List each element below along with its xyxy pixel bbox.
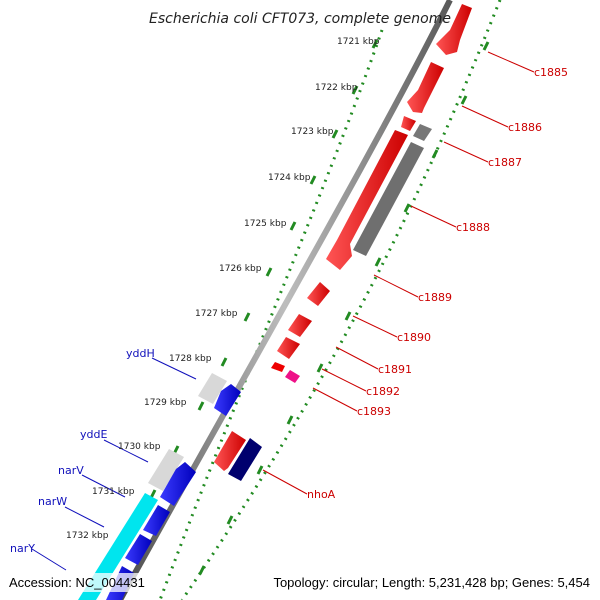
feature-yddH-light[interactable] — [198, 373, 227, 404]
gene-label[interactable]: c1885 — [534, 66, 568, 79]
feature-yddE-light[interactable] — [148, 449, 184, 491]
tick-label: 1727 kbp — [195, 309, 238, 319]
gene-c1888[interactable] — [326, 130, 408, 270]
gene-c1892[interactable] — [271, 362, 285, 372]
accession-text: Accession: NC_004431 — [9, 575, 145, 590]
gene-c1888-gray[interactable] — [353, 142, 424, 256]
gene-label[interactable]: c1886 — [508, 121, 542, 134]
right-dotted-track — [180, 0, 502, 600]
right-gene-labels: c1885 c1886 c1887 c1888 c1889 c1890 c189… — [307, 66, 568, 501]
gene-label[interactable]: narY — [10, 542, 35, 555]
gene-label[interactable]: yddE — [80, 428, 107, 441]
tick-label: 1725 kbp — [244, 219, 287, 229]
gene-narV[interactable] — [143, 505, 170, 536]
gene-label[interactable]: narV — [58, 464, 84, 477]
left-gene-labels: yddH yddE narV narW narY — [10, 347, 155, 555]
tick-label: 1726 kbp — [219, 264, 262, 274]
tick-label: 1721 kbp — [337, 37, 380, 47]
gene-label[interactable]: c1887 — [488, 156, 522, 169]
right-leader-lines — [262, 51, 535, 495]
gene-label[interactable]: c1888 — [456, 221, 490, 234]
gene-label[interactable]: c1890 — [397, 331, 431, 344]
gene-c1890[interactable] — [288, 314, 312, 337]
gene-yddE[interactable] — [160, 462, 196, 506]
tick-labels: 1721 kbp 1722 kbp 1723 kbp 1724 kbp 1725… — [66, 37, 380, 541]
gene-c1893[interactable] — [285, 370, 300, 383]
gene-nhoA-red[interactable] — [214, 431, 246, 471]
gene-c1887[interactable] — [413, 124, 432, 141]
tick-label: 1730 kbp — [118, 442, 161, 452]
tick-label: 1723 kbp — [291, 127, 334, 137]
gene-c1886[interactable] — [407, 62, 444, 113]
tick-label: 1724 kbp — [268, 173, 311, 183]
gene-label[interactable]: nhoA — [307, 488, 336, 501]
map-title: Escherichia coli CFT073, complete genome — [149, 11, 451, 27]
tick-label: 1732 kbp — [66, 531, 109, 541]
gene-yddH[interactable] — [214, 384, 241, 416]
tick-label: 1728 kbp — [169, 354, 212, 364]
genome-backbone — [117, 0, 453, 600]
topology-summary: Topology: circular; Length: 5,231,428 bp… — [273, 575, 590, 590]
gene-label[interactable]: c1892 — [366, 385, 400, 398]
gene-c1886b[interactable] — [401, 116, 416, 131]
gene-narW[interactable] — [125, 534, 152, 565]
accession-background — [66, 573, 144, 592]
gene-c1885[interactable] — [436, 4, 472, 55]
tick-label: 1731 kbp — [92, 487, 135, 497]
gene-label[interactable]: yddH — [126, 347, 155, 360]
left-leader-lines — [31, 357, 197, 571]
tick-label: 1722 kbp — [315, 83, 358, 93]
gene-label[interactable]: c1893 — [357, 405, 391, 418]
gene-label[interactable]: c1889 — [418, 291, 452, 304]
tick-label: 1729 kbp — [144, 398, 187, 408]
gene-c1889[interactable] — [307, 282, 330, 306]
gene-label[interactable]: narW — [38, 495, 67, 508]
forward-strand-features — [214, 4, 472, 481]
gene-label[interactable]: c1891 — [378, 363, 412, 376]
gene-c1891[interactable] — [277, 337, 300, 359]
gene-nhoA[interactable] — [228, 438, 262, 481]
